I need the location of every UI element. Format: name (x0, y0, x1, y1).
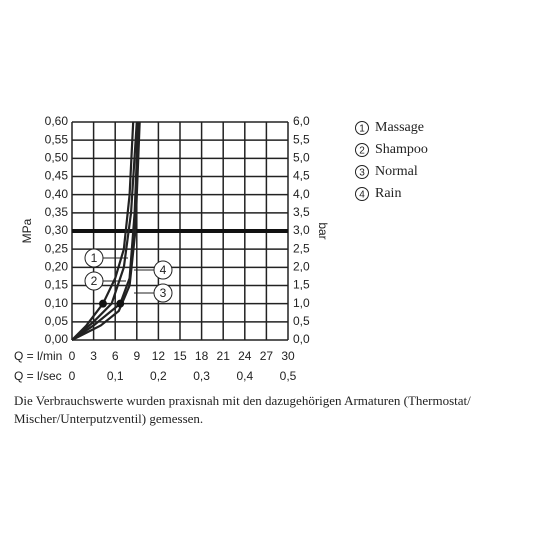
y2-tick-label: 4,5 (293, 169, 310, 183)
legend-number: 2 (359, 146, 365, 157)
x-tick-label: 21 (217, 349, 231, 363)
curve (71, 121, 140, 341)
x2-tick-label: 0,3 (193, 369, 210, 383)
x-tick-label: 9 (133, 349, 140, 363)
x2-tick-label: 0,2 (150, 369, 167, 383)
x2-tick-label: 0,4 (236, 369, 253, 383)
y2-tick-label: 2,5 (293, 241, 310, 255)
y-tick-label: 0,40 (45, 187, 69, 201)
note: Die Verbrauchswerte wurden praxisnah mit… (14, 393, 471, 408)
y-tick-label: 0,20 (45, 260, 69, 274)
y2-tick-label: 3,5 (293, 205, 310, 219)
x-tick-label: 3 (90, 349, 97, 363)
y-axis-label: MPa (20, 218, 34, 243)
x-tick-label: 27 (260, 349, 274, 363)
callout-label: 4 (160, 263, 167, 277)
x2-tick-label: 0,5 (280, 369, 297, 383)
note: Mischer/Unterputzventil) gemessen. (14, 411, 203, 426)
y-tick-label: 0,50 (45, 151, 69, 165)
callout-label: 1 (91, 251, 98, 265)
y2-tick-label: 5,5 (293, 132, 310, 146)
legend-marker (355, 165, 369, 179)
y2-tick-label: 1,5 (293, 278, 310, 292)
y2-tick-label: 5,0 (293, 151, 310, 165)
x-tick-label: 30 (281, 349, 295, 363)
y2-axis-label: bar (316, 222, 330, 239)
callout-label: 3 (160, 286, 167, 300)
legend-label: Massage (375, 120, 424, 135)
x-tick-label: 18 (195, 349, 209, 363)
marker (116, 299, 125, 308)
callout-circle (153, 283, 173, 303)
x-tick-label: 12 (152, 349, 166, 363)
x2-tick-label: 0 (69, 369, 76, 383)
y2-tick-label: 0,5 (293, 314, 310, 328)
y2-tick-label: 3,0 (293, 223, 310, 237)
callout-circle (84, 248, 104, 268)
y-tick-label: 0,45 (45, 169, 69, 183)
x-tick-label: 24 (238, 349, 252, 363)
y-tick-label: 0,05 (45, 314, 69, 328)
y2-tick-label: 6,0 (293, 114, 310, 128)
y2-tick-label: 0,0 (293, 332, 310, 346)
legend-label: Normal (375, 164, 418, 179)
marker (98, 299, 107, 308)
legend-number: 4 (359, 190, 365, 201)
y-tick-label: 0,60 (45, 114, 69, 128)
legend-number: 3 (359, 168, 365, 179)
y-tick-label: 0,25 (45, 241, 69, 255)
y-tick-label: 0,30 (45, 223, 69, 237)
y2-tick-label: 1,0 (293, 296, 310, 310)
y-tick-label: 0,55 (45, 132, 69, 146)
legend-number: 1 (359, 124, 365, 135)
y-tick-label: 0,15 (45, 278, 69, 292)
x2-axis-label: Q = l/sec (14, 369, 62, 383)
legend-marker (355, 187, 369, 201)
x-tick-label: 15 (173, 349, 187, 363)
y-tick-label: 0,00 (45, 332, 69, 346)
y-tick-label: 0,35 (45, 205, 69, 219)
curve (71, 121, 135, 341)
curve (71, 121, 138, 341)
callout-label: 2 (91, 274, 98, 288)
x2-tick-label: 0,1 (107, 369, 124, 383)
legend-label: Shampoo (375, 142, 428, 157)
legend-marker (355, 143, 369, 157)
y-tick-label: 0,10 (45, 296, 69, 310)
callout-circle (153, 260, 173, 280)
legend-marker (355, 121, 369, 135)
callout-circle (84, 271, 104, 291)
x-tick-label: 0 (69, 349, 76, 363)
curve (71, 121, 141, 341)
y2-tick-label: 2,0 (293, 260, 310, 274)
legend-label: Rain (375, 186, 401, 201)
x-tick-label: 6 (112, 349, 119, 363)
x-axis-label: Q = l/min (14, 349, 62, 363)
y2-tick-label: 4,0 (293, 187, 310, 201)
